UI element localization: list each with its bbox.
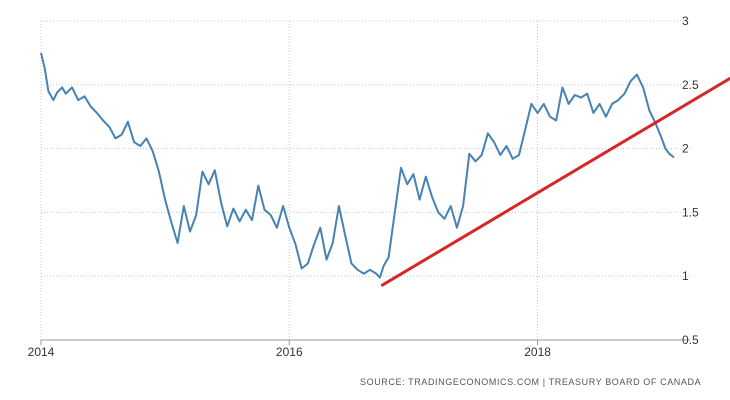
x-tick-label: 2018 <box>524 345 551 359</box>
grid-lines <box>40 20 690 340</box>
series-line <box>40 52 675 279</box>
y-tick-label: 1.5 <box>682 205 699 219</box>
x-tick-label: 2016 <box>276 345 303 359</box>
y-tick-label: 2 <box>682 142 689 156</box>
x-tick-labels: 2014 2016 2018 <box>28 345 552 359</box>
source-text: SOURCE: TRADINGECONOMICS.COM | TREASURY … <box>360 377 702 387</box>
x-tick-label: 2014 <box>28 345 55 359</box>
y-tick-label: 2.5 <box>682 78 699 92</box>
trend-line <box>380 76 730 287</box>
plot-series <box>40 52 730 287</box>
y-tick-label: 3 <box>682 14 689 28</box>
x-axis <box>40 339 690 345</box>
y-tick-labels: 0.5 1 1.5 2 2.5 3 <box>682 14 699 347</box>
y-tick-label: 1 <box>682 269 689 283</box>
y-tick-label: 0.5 <box>682 333 699 347</box>
